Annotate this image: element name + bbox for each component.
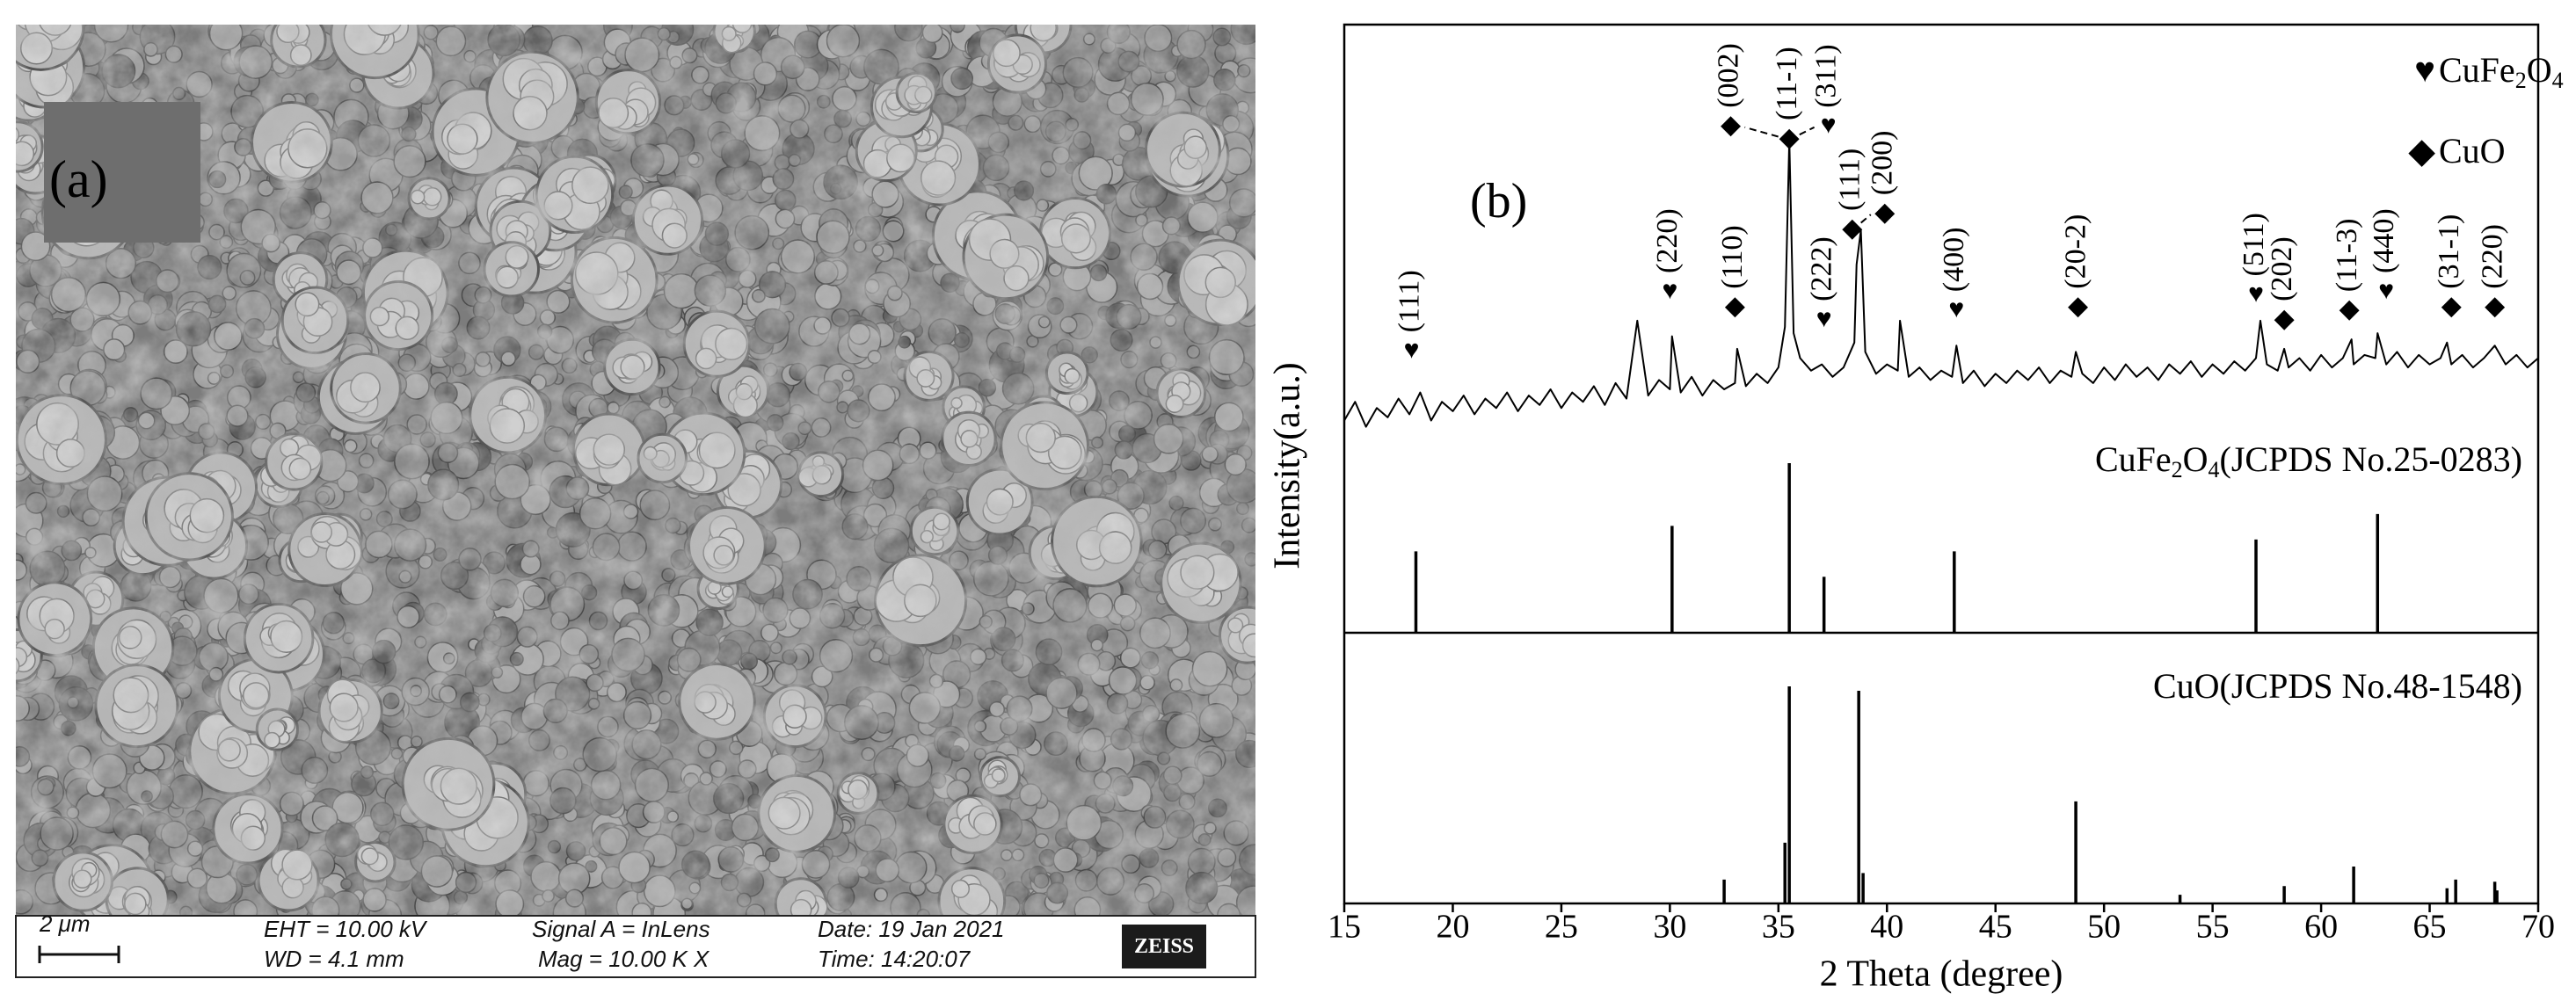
peak-marker: ◆ bbox=[1842, 214, 1862, 243]
peak-marker: ♥ bbox=[1662, 276, 1677, 305]
label-part: CuFe bbox=[2095, 439, 2172, 479]
peak-label: (11-3) bbox=[2331, 219, 2363, 293]
y-axis-label: Intensity(a.u.) bbox=[1268, 362, 1308, 569]
sem-image: (a) bbox=[16, 25, 1255, 916]
x-tick-label: 65 bbox=[2413, 909, 2447, 946]
label-part: (JCPDS No.25-0283) bbox=[2220, 439, 2522, 479]
agglomerate-facet bbox=[16, 656, 18, 668]
peak-marker: ◆ bbox=[2068, 292, 2088, 321]
x-tick-label: 50 bbox=[2087, 909, 2121, 946]
label-part: O bbox=[2183, 439, 2209, 479]
peak-marker: ◆ bbox=[2340, 294, 2360, 323]
date-text: Date: 19 Jan 2021 bbox=[818, 916, 1005, 942]
x-tick-label: 40 bbox=[1870, 909, 1903, 946]
peak-marker: ♥ bbox=[1816, 304, 1832, 333]
info-bar bbox=[15, 915, 1256, 978]
peak-marker: ◆ bbox=[1725, 292, 1745, 321]
peak-label: (440) bbox=[2368, 208, 2400, 273]
x-tick-label: 25 bbox=[1545, 909, 1578, 946]
peak-marker: ◆ bbox=[2274, 304, 2295, 333]
time-text: Time: 14:20:07 bbox=[818, 946, 971, 972]
peak-label: (220) bbox=[2476, 224, 2508, 289]
x-tick-label: 70 bbox=[2521, 909, 2555, 946]
peak-marker: ◆ bbox=[1721, 111, 1741, 140]
logo-box bbox=[1122, 925, 1206, 968]
peak-marker: ♥ bbox=[1404, 335, 1420, 364]
x-tick-label: 30 bbox=[1653, 909, 1686, 946]
label-part: CuFe bbox=[2439, 50, 2515, 90]
peak-marker: ◆ bbox=[1874, 198, 1895, 227]
xrd-chart: (b) 2 Theta (degree) Intensity(a.u.) 15 2… bbox=[1268, 23, 2564, 995]
panel-label: (b) bbox=[1470, 174, 1527, 228]
panel-label: (a) bbox=[49, 150, 108, 208]
peak-marker: ◆ bbox=[2441, 292, 2462, 321]
x-tick-label: 20 bbox=[1436, 909, 1469, 946]
peak-label: (31-1) bbox=[2433, 214, 2465, 289]
x-tick-label: 35 bbox=[1762, 909, 1795, 946]
peak-label: (220) bbox=[1651, 208, 1684, 273]
xrd-pattern bbox=[1343, 139, 2539, 428]
subscript: 4 bbox=[2552, 68, 2564, 93]
reference-label: CuFe2O4(JCPDS No.25-0283) bbox=[2095, 439, 2522, 482]
peak-label: (511) bbox=[2238, 213, 2270, 276]
label-part: O bbox=[2527, 50, 2552, 90]
peak-label: (110) bbox=[1716, 225, 1749, 288]
peak-label: (222) bbox=[1805, 236, 1837, 301]
subscript: 4 bbox=[2209, 457, 2220, 482]
peak-marker: ◆ bbox=[2485, 292, 2505, 321]
label-part: CuO(JCPDS No.48-1548) bbox=[2153, 666, 2522, 706]
mag-text: Mag = 10.00 K X bbox=[538, 946, 710, 972]
sem-info-bar: 2 μm EHT = 10.00 kV WD = 4.1 mm Signal A… bbox=[15, 910, 1256, 978]
x-tick-label: 45 bbox=[1979, 909, 2012, 946]
peak-label: (11-1) bbox=[1771, 47, 1803, 120]
scale-text: 2 μm bbox=[39, 910, 91, 937]
annotation-arrow bbox=[1852, 214, 1872, 231]
x-tick-label: 60 bbox=[2304, 909, 2338, 946]
subscript: 2 bbox=[2515, 68, 2527, 93]
legend-label: CuFe2O4 bbox=[2439, 50, 2564, 93]
logo-text: ZEISS bbox=[1134, 935, 1194, 958]
peak-marker: ♥ bbox=[2378, 276, 2394, 305]
subscript: 2 bbox=[2172, 457, 2183, 482]
peak-label: (111) bbox=[1393, 270, 1425, 332]
peak-label: (111) bbox=[1834, 149, 1867, 211]
x-axis-label: 2 Theta (degree) bbox=[1820, 954, 2063, 995]
peak-marker: ◆ bbox=[1779, 123, 1800, 152]
wd-text: WD = 4.1 mm bbox=[264, 946, 404, 972]
peak-label: (311) bbox=[1809, 44, 1842, 107]
peak-label: (400) bbox=[1938, 228, 1970, 293]
peak-marker: ♥ bbox=[1821, 111, 1837, 140]
annotation-arrow bbox=[1744, 126, 1790, 141]
peak-marker: ♥ bbox=[2248, 279, 2264, 308]
x-tick-label: 55 bbox=[2196, 909, 2230, 946]
peak-label: (202) bbox=[2266, 236, 2298, 301]
reference-label: CuO(JCPDS No.48-1548) bbox=[2153, 666, 2522, 706]
peak-label: (200) bbox=[1867, 131, 1899, 196]
agglomerate-facet bbox=[16, 148, 19, 165]
peak-marker: ♥ bbox=[1948, 294, 1964, 323]
peak-label: (20-2) bbox=[2059, 214, 2092, 289]
plot-frame bbox=[1343, 23, 2540, 905]
label-box bbox=[44, 102, 200, 243]
legend-symbol: ♥ bbox=[2414, 50, 2435, 90]
signal-text: Signal A = InLens bbox=[532, 916, 710, 942]
legend-label: CuO bbox=[2439, 131, 2506, 170]
peak-label: (002) bbox=[1712, 43, 1744, 108]
legend-symbol: ◆ bbox=[2408, 131, 2435, 170]
x-tick-label: 15 bbox=[1328, 909, 1361, 946]
label-part: CuO bbox=[2439, 131, 2506, 170]
sem-noise bbox=[16, 25, 1255, 916]
eht-text: EHT = 10.00 kV bbox=[264, 916, 428, 942]
annotation-arrow bbox=[1788, 126, 1816, 141]
